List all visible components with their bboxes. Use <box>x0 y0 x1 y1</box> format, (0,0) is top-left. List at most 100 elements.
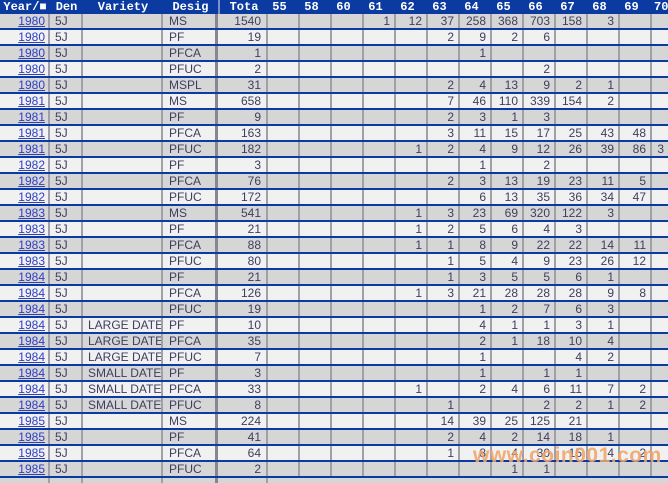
year-link[interactable]: 1983 <box>18 238 45 252</box>
year-link[interactable]: 1981 <box>18 110 45 124</box>
count-cell-58 <box>300 142 332 156</box>
variety-cell <box>83 174 163 188</box>
count-cell-68 <box>588 462 620 476</box>
count-cell-64: 4 <box>460 318 492 332</box>
total-cell: 126 <box>218 286 268 300</box>
count-cell-70 <box>652 286 668 300</box>
year-link[interactable]: 1985 <box>18 414 45 428</box>
count-cell-67: 2 <box>556 398 588 412</box>
total-cell: 19 <box>218 302 268 316</box>
count-cell-60 <box>332 318 364 332</box>
count-cell-64: 4 <box>460 78 492 92</box>
year-link[interactable]: 1980 <box>18 46 45 60</box>
year-cell: 1984 <box>0 382 50 396</box>
count-cell-68 <box>588 158 620 172</box>
year-link[interactable]: 1983 <box>18 222 45 236</box>
variety-cell <box>83 270 163 284</box>
total-cell: 19 <box>218 30 268 44</box>
count-cell-58 <box>300 350 332 364</box>
total-cell: 35 <box>218 334 268 348</box>
table-row: 1984 5J PF 21 1 3 5 5 6 1 <box>0 270 668 286</box>
count-cell-67: 23 <box>556 254 588 268</box>
count-cell-60 <box>332 446 364 460</box>
col-header-58: 58 <box>304 0 319 14</box>
year-link[interactable]: 1984 <box>18 398 45 412</box>
col-header-55: 55 <box>272 0 287 14</box>
table-row: 1984 5J SMALL DATE PFCA 33 1 2 4 6 11 7 2 <box>0 382 668 398</box>
year-link[interactable]: 1983 <box>18 254 45 268</box>
year-link[interactable]: 1980 <box>18 30 45 44</box>
year-link[interactable]: 1981 <box>18 94 45 108</box>
year-link[interactable]: 1984 <box>18 318 45 332</box>
count-cell-70 <box>652 334 668 348</box>
year-link[interactable]: 1985 <box>18 462 45 476</box>
count-cell-60 <box>332 142 364 156</box>
year-link[interactable]: 1984 <box>18 382 45 396</box>
year-cell: 1981 <box>0 142 50 156</box>
variety-cell: SMALL DATE <box>83 366 163 380</box>
den-cell: 5J <box>50 190 83 204</box>
year-link[interactable]: 1982 <box>18 158 45 172</box>
year-link[interactable]: 1982 <box>18 190 45 204</box>
year-cell: 1980 <box>0 14 50 28</box>
table-row: 1982 5J PFCA 76 2 3 13 19 23 11 5 <box>0 174 668 190</box>
year-link[interactable]: 1985 <box>18 430 45 444</box>
year-link[interactable]: 1985 <box>18 446 45 460</box>
year-link[interactable]: 1980 <box>18 78 45 92</box>
count-cell-61 <box>364 94 396 108</box>
count-cell-60 <box>332 238 364 252</box>
count-cell-55 <box>268 94 300 108</box>
count-cell-58 <box>300 270 332 284</box>
count-cell-67: 28 <box>556 286 588 300</box>
count-cell-69: 8 <box>620 286 652 300</box>
table-row: 1980 5J PFCA 1 1 <box>0 46 668 62</box>
den-cell: 5J <box>50 414 83 428</box>
count-cell-63: 37 <box>428 14 460 28</box>
count-cell-62 <box>396 334 428 348</box>
count-cell-70 <box>652 174 668 188</box>
year-link[interactable]: 1981 <box>18 126 45 140</box>
count-cell-69 <box>620 350 652 364</box>
year-link[interactable]: 1984 <box>18 286 45 300</box>
year-link[interactable]: 1984 <box>18 302 45 316</box>
year-link[interactable]: 1982 <box>18 174 45 188</box>
count-cell-60 <box>332 94 364 108</box>
year-link[interactable]: 1981 <box>18 142 45 156</box>
den-cell: 5J <box>50 350 83 364</box>
count-cell-60 <box>332 110 364 124</box>
count-cell-61 <box>364 78 396 92</box>
total-cell: 21 <box>218 222 268 236</box>
count-cell-68: 1 <box>588 318 620 332</box>
year-link[interactable]: 1984 <box>18 334 45 348</box>
count-cell-70 <box>652 254 668 268</box>
count-cell-70 <box>652 462 668 476</box>
count-cell-65: 2 <box>492 30 524 44</box>
count-cell-55 <box>268 110 300 124</box>
count-cell-68: 14 <box>588 238 620 252</box>
den-cell: 5J <box>50 286 83 300</box>
year-link[interactable]: 1983 <box>18 206 45 220</box>
year-link[interactable]: 1984 <box>18 366 45 380</box>
count-cell-68: 2 <box>588 350 620 364</box>
year-link[interactable]: 1980 <box>18 62 45 76</box>
count-cell-64: 4 <box>460 142 492 156</box>
count-cell-66: 14 <box>524 430 556 444</box>
count-cell-65: 368 <box>492 14 524 28</box>
year-link[interactable]: 1984 <box>18 270 45 284</box>
desig-cell: PFCA <box>163 286 218 300</box>
desig-cell: PF <box>163 366 218 380</box>
variety-cell <box>83 206 163 220</box>
partial-row <box>0 478 668 483</box>
year-link[interactable]: 1980 <box>18 14 45 28</box>
year-cell: 1983 <box>0 254 50 268</box>
count-cell-58 <box>300 462 332 476</box>
count-cell-67: 4 <box>556 350 588 364</box>
total-cell: 1 <box>218 46 268 60</box>
variety-cell <box>83 126 163 140</box>
desig-cell: PF <box>163 222 218 236</box>
year-link[interactable]: 1984 <box>18 350 45 364</box>
table-row: 1984 5J LARGE DATE PFCA 35 2 1 18 10 4 <box>0 334 668 350</box>
year-cell: 1981 <box>0 94 50 108</box>
count-cell-65: 4 <box>492 446 524 460</box>
